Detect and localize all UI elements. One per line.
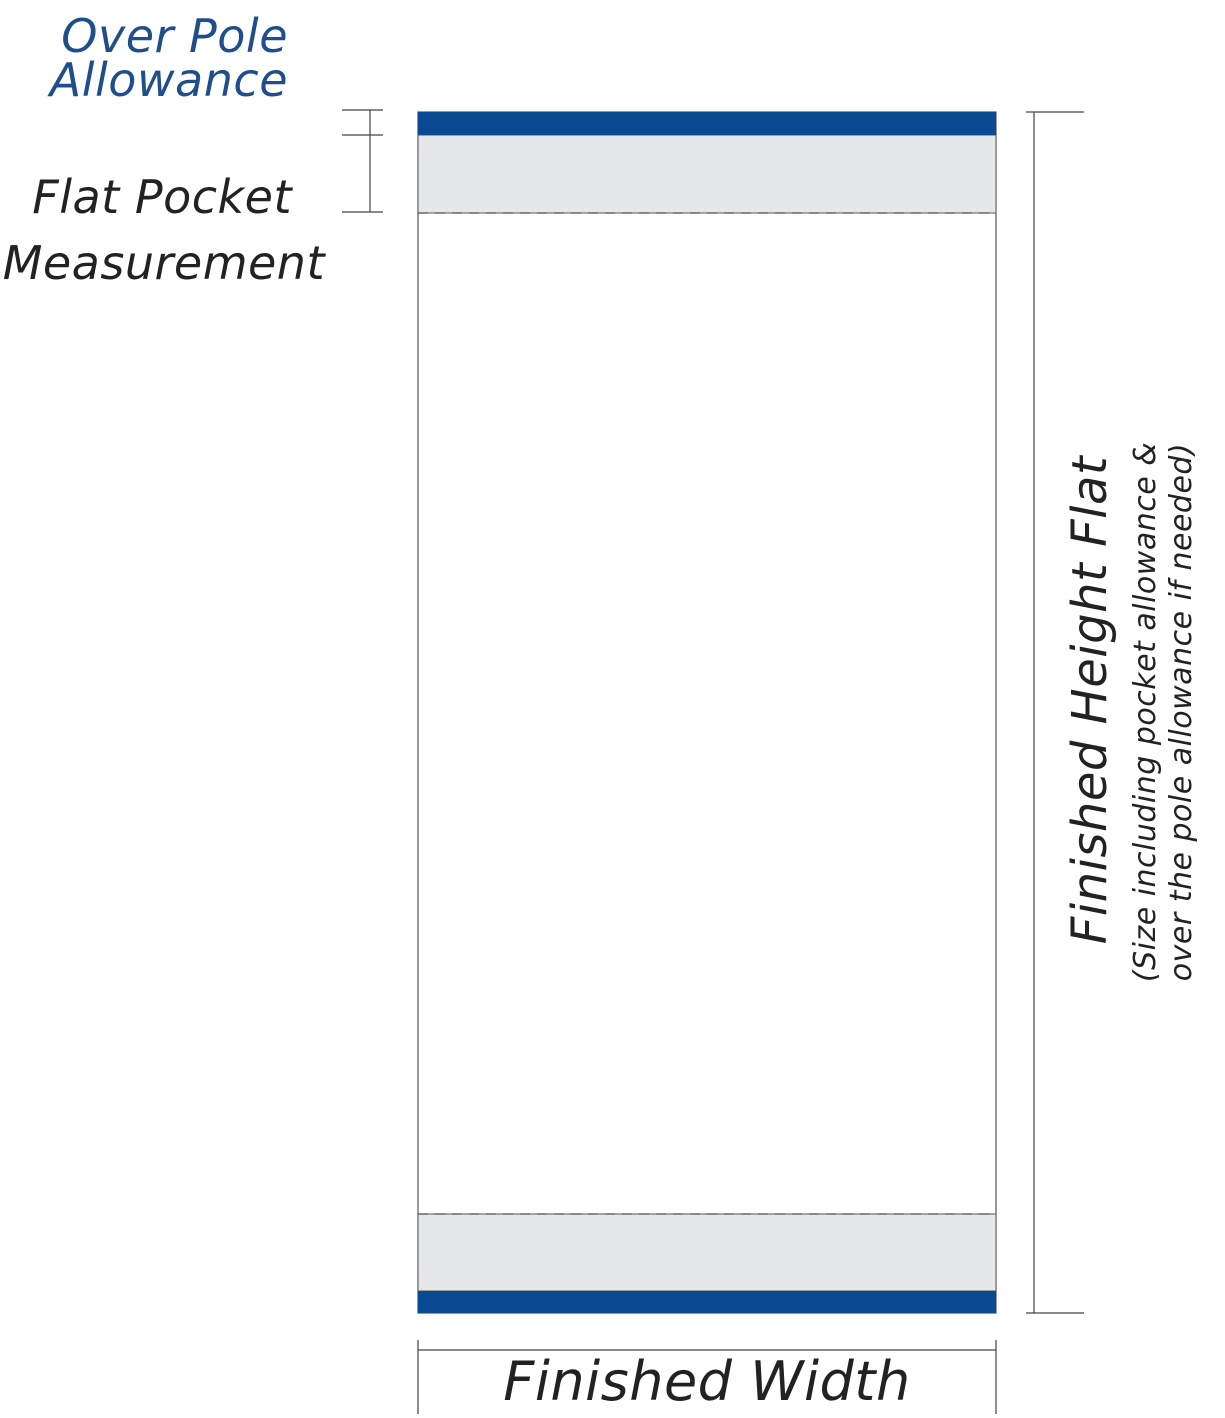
top-pocket-area bbox=[417, 134, 997, 214]
finished-width-label: Finished Width bbox=[503, 1350, 911, 1413]
bottom-pocket-area bbox=[417, 1213, 997, 1292]
pocket-dimension-bracket bbox=[342, 109, 383, 213]
height-note-line2: over the pole allowance if needed) bbox=[1164, 442, 1199, 982]
bottom-pole-band bbox=[418, 1291, 996, 1313]
height-dimension-line bbox=[1026, 111, 1084, 1314]
flat-pocket-label-line2: Measurement bbox=[2, 236, 325, 290]
over-pole-label-line2: Allowance bbox=[49, 53, 288, 107]
flat-pocket-measurement-label: Flat Pocket Measurement bbox=[0, 164, 325, 296]
finished-height-label: Finished Height Flat bbox=[1062, 455, 1118, 945]
flat-pocket-label-line1: Flat Pocket bbox=[32, 170, 292, 224]
height-note-line1: (Size including pocket allowance & bbox=[1128, 441, 1163, 983]
top-pole-band bbox=[418, 112, 996, 135]
banner-body bbox=[417, 111, 997, 1314]
over-pole-label-line1: Over Pole bbox=[61, 9, 288, 63]
over-pole-allowance-label: Over Pole Allowance bbox=[20, 9, 288, 107]
height-note-label: (Size including pocket allowance & over … bbox=[1128, 402, 1200, 1022]
width-dimension-line bbox=[417, 1340, 997, 1414]
